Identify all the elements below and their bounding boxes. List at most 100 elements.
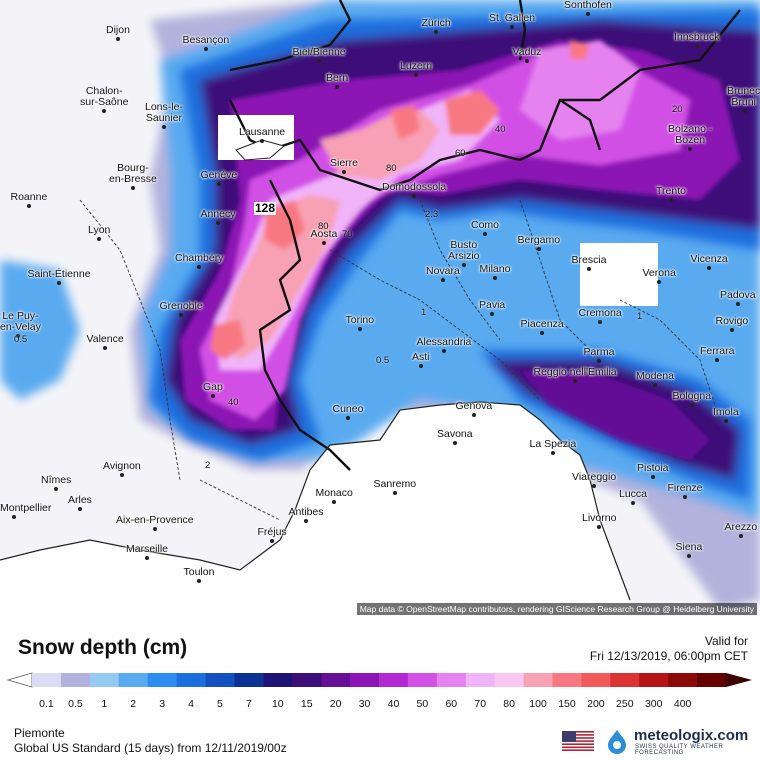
city-label: Avignon [103, 460, 141, 472]
scale-swatch [697, 673, 727, 687]
meteologix-logo[interactable]: meteologix.com SWISS QUALITY WEATHER FOR… [604, 727, 754, 756]
city-dot [537, 247, 541, 251]
city-label: Ferrara [700, 345, 735, 357]
city-dot [16, 334, 20, 338]
city-dot [669, 198, 673, 202]
city-dot [715, 358, 719, 362]
city-label: Trento [656, 185, 686, 197]
city-label: Nîmes [41, 474, 72, 486]
scale-tick-label: 4 [188, 698, 194, 710]
city-dot [27, 204, 31, 208]
city-label: Cuneo [332, 403, 364, 415]
city-dot [162, 125, 166, 129]
city-label: Genova [455, 400, 493, 412]
city-label: Arles [68, 494, 92, 506]
city-label: Viareggio [572, 471, 617, 483]
city-dot [434, 30, 438, 34]
contour-value: 40 [495, 124, 506, 135]
city-label: Montpellier [0, 502, 52, 514]
city-dot [102, 109, 106, 113]
contour-value: 1 [637, 311, 643, 322]
scale-swatch [32, 673, 62, 687]
scale-swatch [407, 673, 438, 687]
city-label: Gap [203, 381, 223, 393]
city-dot [217, 182, 221, 186]
city-dot [736, 302, 740, 306]
city-label: Chambéry [175, 252, 224, 264]
lake-geneva [235, 139, 286, 161]
scale-swatch [639, 673, 669, 687]
coastline [309, 401, 631, 601]
scale-tick-label: 80 [503, 698, 515, 710]
scale-swatch [379, 673, 409, 687]
city-dot [598, 320, 602, 324]
city-label: Imola [713, 406, 739, 418]
city-label: Como [471, 219, 500, 231]
scale-tick-label: 3 [159, 698, 166, 710]
city-label: Asti [412, 351, 430, 363]
city-label: Milano [479, 263, 511, 275]
city-dot [97, 237, 101, 241]
city-dot [462, 263, 466, 267]
city-label: Siena [675, 541, 703, 553]
city-label: Chalon-sur-Saône [80, 85, 129, 108]
valid-time: Valid for Fri 12/13/2019, 06:00pm CET [590, 634, 748, 664]
city-label: Biel/Bienne [292, 46, 346, 58]
scale-min-arrow [6, 672, 33, 688]
city-label: Luzern [400, 60, 433, 72]
no-data-area [580, 243, 658, 306]
city-label: Verona [642, 267, 676, 279]
city-dot [197, 579, 201, 583]
city-dot [472, 413, 476, 417]
city-dot [551, 451, 555, 455]
region-name: Piemonte [14, 726, 65, 740]
scale-tick-label: 50 [416, 698, 429, 710]
city-label: Vaduz [512, 46, 542, 58]
valid-datetime: Fri 12/13/2019, 06:00pm CET [589, 649, 748, 663]
city-label: Cremona [578, 307, 622, 319]
city-label: Grenoble [159, 300, 203, 312]
city-label: Busto Arsizio [448, 239, 480, 262]
city-label: Vicenza [690, 253, 728, 265]
city-dot [57, 281, 61, 285]
scale-tick-label: 2 [130, 698, 137, 710]
city-dot [145, 556, 149, 560]
city-dot [12, 515, 16, 519]
city-dot [442, 349, 446, 353]
city-label: Zürich [421, 17, 451, 29]
city-label: Pavia [479, 299, 506, 311]
legend-title: Snow depth (cm) [18, 636, 188, 659]
city-label: Sonthofen [564, 0, 612, 11]
scale-tick-label: 30 [358, 698, 371, 710]
scale-tick-label: 7 [245, 698, 252, 710]
city-label: Lons-le- Saunier [145, 101, 183, 124]
city-label: Le Puy-en-Velay [0, 310, 41, 333]
city-dot [216, 221, 220, 225]
city-label: Genève [200, 169, 238, 181]
city-label: Arezzo [724, 521, 758, 533]
city-label: Marseille [126, 543, 169, 555]
legend-footer: Snow depth (cm) Valid for Fri 12/13/2019… [0, 616, 760, 760]
brand-name: meteologix.com [634, 727, 749, 744]
city-dot [393, 491, 397, 495]
scale-swatch [350, 673, 380, 687]
us-flag-icon[interactable] [562, 731, 594, 751]
city-label: Lucca [619, 488, 648, 500]
city-label: Sierre [330, 157, 359, 169]
city-label: Piacenza [520, 318, 564, 330]
model-run: Global US Standard (15 days) from 12/11/… [14, 741, 287, 755]
map-attribution[interactable]: Map data © OpenStreetMap contributors, r… [356, 603, 757, 615]
city-dot [510, 25, 514, 29]
valid-label: Valid for [704, 634, 748, 648]
scale-swatch [436, 673, 467, 687]
regional-borders [79, 199, 721, 521]
scale-tick-label: 60 [445, 698, 458, 710]
city-dot [317, 59, 321, 63]
contour-value: 2.3 [425, 209, 439, 220]
city-label: Besançon [182, 34, 230, 46]
brand-tagline: SWISS QUALITY WEATHER FORECASTING [635, 744, 724, 756]
coastline [0, 469, 311, 571]
city-dot [573, 379, 577, 383]
city-label: Antibes [288, 506, 324, 518]
city-dot [525, 59, 529, 63]
